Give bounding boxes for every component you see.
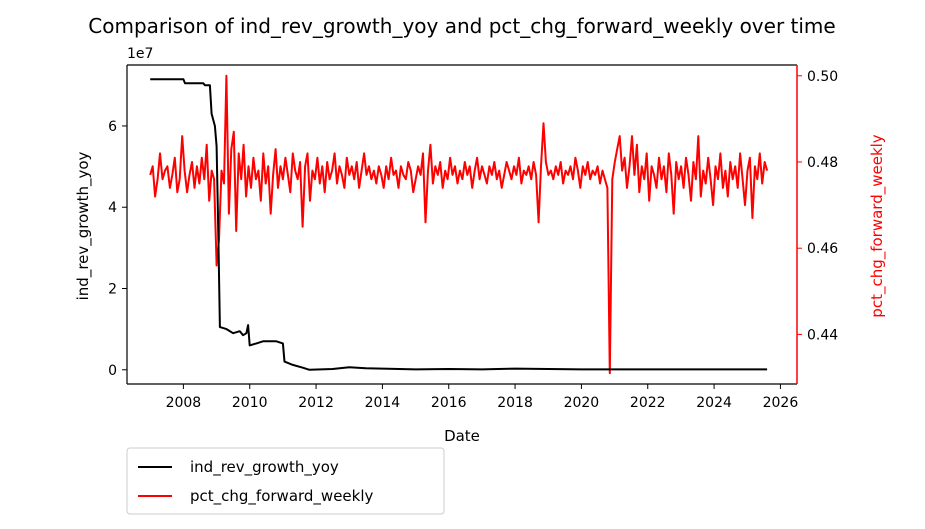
x-tick-label: 2016 <box>431 395 467 411</box>
x-tick-label: 2024 <box>696 395 732 411</box>
x-tick-label: 2020 <box>564 395 600 411</box>
left-tick-label: 0 <box>108 363 117 379</box>
x-tick-label: 2014 <box>365 395 401 411</box>
chart-title: Comparison of ind_rev_growth_yoy and pct… <box>88 14 835 38</box>
legend: ind_rev_growth_yoy pct_chg_forward_weekl… <box>126 447 445 515</box>
x-axis-label: Date <box>444 427 480 445</box>
x-tick-label: 2022 <box>630 395 666 411</box>
x-tick-label: 2008 <box>166 395 202 411</box>
left-axis-offset-text: 1e7 <box>127 46 153 62</box>
right-tick-label: 0.46 <box>807 241 838 257</box>
x-tick-label: 2018 <box>497 395 533 411</box>
x-tick-label: 2010 <box>232 395 268 411</box>
x-tick-label: 2026 <box>763 395 799 411</box>
left-tick-label: 2 <box>108 282 117 298</box>
legend-frame <box>126 447 445 515</box>
left-tick-label: 4 <box>108 200 117 216</box>
right-tick-label: 0.48 <box>807 155 838 171</box>
plot-area: 2008 2010 2012 2014 2016 2018 2020 2022 2024 2026… <box>108 64 838 411</box>
legend-label-pct-chg: pct_chg_forward_weekly <box>190 487 374 506</box>
series-line-pct-chg-forward-weekly <box>149 74 769 375</box>
left-axis-label: ind_rev_growth_yoy <box>74 151 93 300</box>
series-line-ind-rev-growth-yoy <box>150 78 768 371</box>
left-tick-label: 6 <box>108 119 117 135</box>
legend-label-ind-rev: ind_rev_growth_yoy <box>190 458 339 477</box>
right-axis-label: pct_chg_forward_weekly <box>868 134 887 318</box>
x-tick-label: 2012 <box>298 395 334 411</box>
right-tick-label: 0.44 <box>807 327 838 343</box>
right-tick-label: 0.50 <box>807 69 838 85</box>
